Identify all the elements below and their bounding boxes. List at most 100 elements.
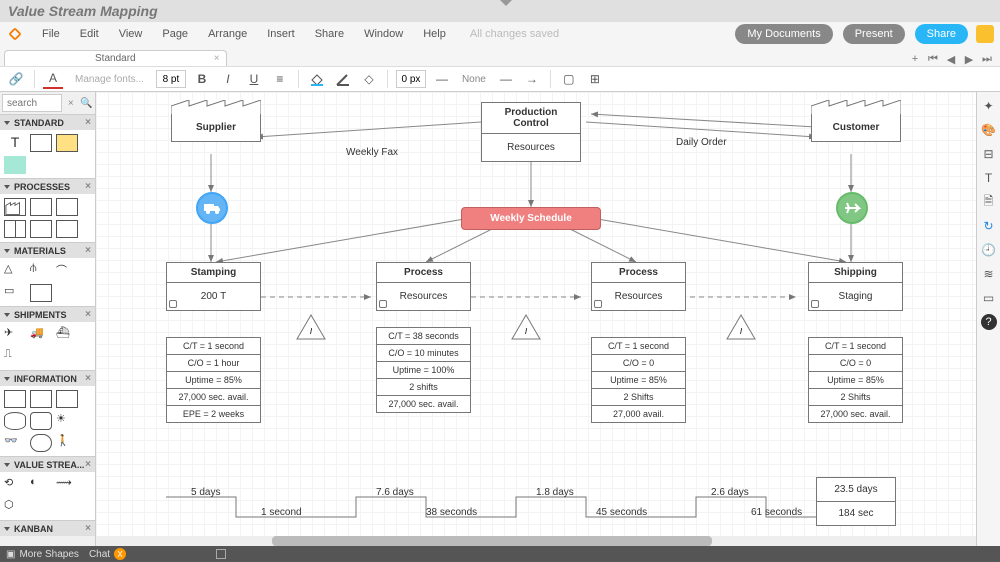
text-color-icon[interactable]: A [43, 69, 63, 89]
customer-node[interactable]: Customer [811, 100, 901, 142]
arrow-end-icon[interactable]: → [522, 69, 542, 89]
palette-close-icon[interactable]: × [85, 117, 91, 128]
collapse-caret-icon[interactable] [500, 0, 512, 6]
palette-header-processes[interactable]: PROCESSES× [0, 179, 95, 194]
palette-header-information[interactable]: INFORMATION× [0, 371, 95, 386]
h-layout-icon[interactable]: ⊟ [981, 146, 997, 162]
chat-button[interactable]: Chat X [89, 548, 126, 560]
palette-close-icon[interactable]: × [85, 523, 91, 534]
shape-info3[interactable] [56, 390, 78, 408]
shape-note[interactable] [56, 134, 78, 152]
shape-block[interactable] [4, 156, 26, 174]
fill-color-icon[interactable] [307, 69, 327, 89]
process-stamping[interactable]: Stamping 200 T [166, 262, 261, 311]
shape-fork[interactable]: ⎍ [4, 348, 26, 366]
add-page-icon[interactable]: + [908, 52, 922, 66]
status-toggle-icon[interactable] [216, 549, 226, 559]
layout-2-icon[interactable]: ⊞ [585, 69, 605, 89]
menu-edit[interactable]: Edit [72, 25, 107, 43]
last-page-icon[interactable]: ⏭ [980, 52, 994, 66]
line-style-icon[interactable]: ― [432, 69, 452, 89]
palette-icon[interactable]: 🎨 [981, 122, 997, 138]
underline-icon[interactable]: U [244, 69, 264, 89]
shape-db[interactable] [4, 412, 26, 430]
shape-oval[interactable] [30, 434, 52, 452]
process-2[interactable]: Process Resources [376, 262, 471, 311]
menu-share[interactable]: Share [307, 25, 352, 43]
shape-cyl[interactable] [30, 412, 52, 430]
menu-file[interactable]: File [34, 25, 68, 43]
truck-icon[interactable] [196, 192, 228, 224]
menu-view[interactable]: View [111, 25, 151, 43]
menu-window[interactable]: Window [356, 25, 411, 43]
align-icon[interactable]: ≡ [270, 69, 290, 89]
line-width-input[interactable] [396, 70, 426, 88]
shape-vs1[interactable]: ⟲ [4, 476, 26, 494]
first-page-icon[interactable]: ⏮ [926, 52, 940, 66]
my-documents-button[interactable]: My Documents [735, 24, 832, 44]
sparkle-icon[interactable]: ✦ [981, 98, 997, 114]
page-icon[interactable]: 🗎 [981, 194, 997, 210]
tab-standard[interactable]: Standard × [4, 50, 227, 66]
timeline-summary[interactable]: 23.5 days 184 sec [816, 477, 896, 526]
inventory-triangle-3[interactable]: I [726, 314, 756, 340]
shape-factory[interactable] [4, 198, 26, 216]
supplier-node[interactable]: Supplier [171, 100, 261, 142]
clear-search-icon[interactable]: × [64, 96, 78, 110]
shape-text[interactable]: T [4, 134, 26, 152]
shape-box[interactable] [30, 284, 52, 302]
shape-arc[interactable]: ⌒ [56, 262, 78, 280]
shape-glasses[interactable]: 👓 [4, 434, 26, 452]
shape-stack[interactable] [56, 220, 78, 238]
shape-burst[interactable]: ☀ [56, 412, 78, 430]
shape-info2[interactable] [30, 390, 52, 408]
search-icon[interactable]: 🔍 [80, 96, 94, 110]
menu-arrange[interactable]: Arrange [200, 25, 255, 43]
next-page-icon[interactable]: ▶ [962, 52, 976, 66]
menu-help[interactable]: Help [415, 25, 454, 43]
shape-cell[interactable] [30, 220, 52, 238]
text-tool-icon[interactable]: T [981, 170, 997, 186]
shape-rail[interactable]: ▭ [4, 284, 26, 302]
help-icon[interactable]: ? [981, 314, 997, 330]
shape-vs3[interactable]: ⟿ [56, 476, 78, 494]
palette-header-materials[interactable]: MATERIALS× [0, 243, 95, 258]
shape-split[interactable] [4, 220, 26, 238]
shape-plane[interactable]: ✈ [4, 326, 26, 344]
palette-close-icon[interactable]: × [85, 245, 91, 256]
canvas[interactable]: Supplier Customer Production Control Res… [96, 92, 976, 546]
shape-info1[interactable] [4, 390, 26, 408]
shape-rect[interactable] [30, 134, 52, 152]
present-button[interactable]: Present [843, 24, 905, 44]
shape-process[interactable] [30, 198, 52, 216]
font-size-input[interactable] [156, 70, 186, 88]
italic-icon[interactable]: I [218, 69, 238, 89]
plane-icon[interactable] [836, 192, 868, 224]
shape-triangle[interactable]: △ [4, 262, 26, 280]
shape-data[interactable] [56, 198, 78, 216]
shape-hex[interactable]: ⬡ [4, 498, 26, 516]
arrow-start-select[interactable]: None [458, 72, 490, 87]
process-3[interactable]: Process Resources [591, 262, 686, 311]
shape-truck[interactable]: 🚚 [30, 326, 52, 344]
notification-badge[interactable] [976, 25, 994, 43]
present-icon[interactable]: ▭ [981, 290, 997, 306]
inventory-triangle-2[interactable]: I [511, 314, 541, 340]
refresh-icon[interactable]: ↻ [981, 218, 997, 234]
more-shapes-button[interactable]: ▣ More Shapes [6, 549, 79, 560]
shape-queue[interactable]: ⫛ [30, 262, 52, 280]
palette-header-valuestream[interactable]: VALUE STREA...× [0, 457, 95, 472]
palette-close-icon[interactable]: × [85, 309, 91, 320]
palette-close-icon[interactable]: × [85, 181, 91, 192]
shape-person[interactable]: 🚶 [56, 434, 78, 452]
history-icon[interactable]: 🕘 [981, 242, 997, 258]
production-control-node[interactable]: Production Control Resources [481, 102, 581, 162]
bold-icon[interactable]: B [192, 69, 212, 89]
layers-icon[interactable]: ≋ [981, 266, 997, 282]
canvas-hscrollbar[interactable] [96, 536, 976, 546]
prev-page-icon[interactable]: ◀ [944, 52, 958, 66]
shape-tool-icon[interactable]: ◇ [359, 69, 379, 89]
layout-1-icon[interactable]: ▢ [559, 69, 579, 89]
line-type-icon[interactable]: ― [496, 69, 516, 89]
line-color-icon[interactable] [333, 69, 353, 89]
